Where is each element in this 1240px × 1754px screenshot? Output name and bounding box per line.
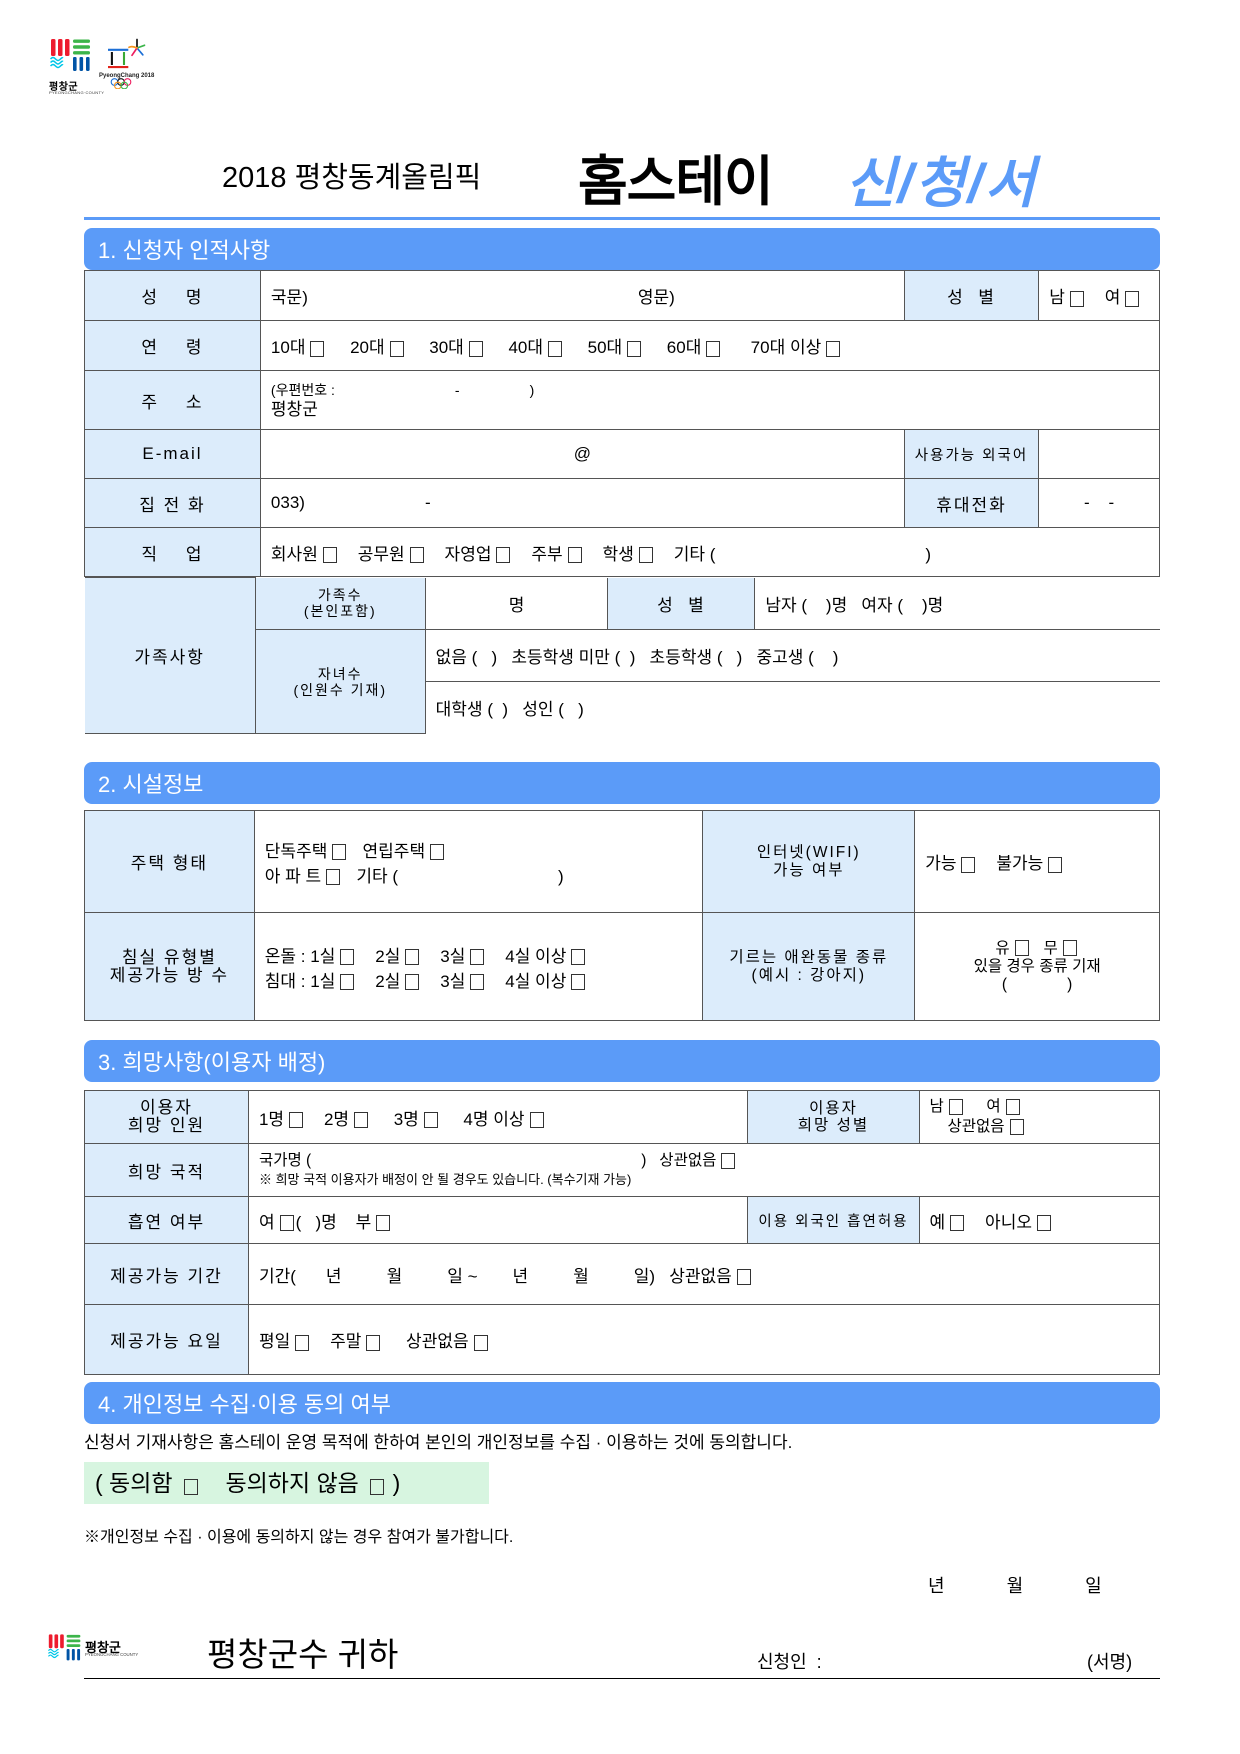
svg-text:PyeongChang 2018: PyeongChang 2018 (99, 73, 155, 79)
